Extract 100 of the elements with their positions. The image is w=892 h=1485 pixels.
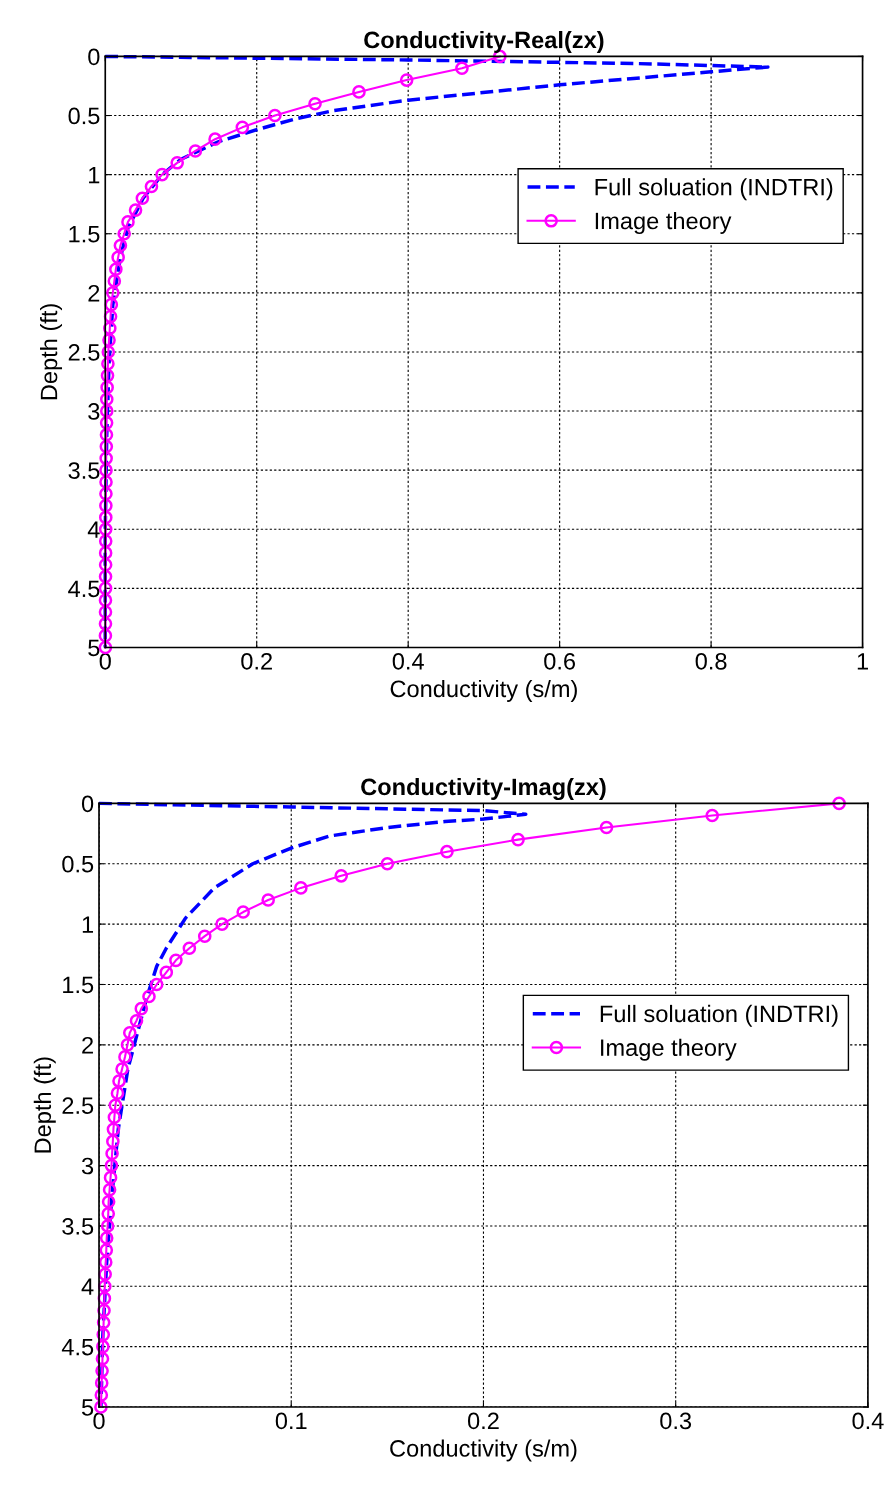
point xyxy=(144,179,159,194)
point xyxy=(117,226,131,241)
x-tick-label: 0.6 xyxy=(544,652,576,670)
y-tick-label: 4 xyxy=(81,1278,94,1295)
point xyxy=(149,977,164,992)
chart-title: Conductivity-Real(zx) xyxy=(364,30,604,53)
point xyxy=(99,451,113,466)
y-tick-label: 5 xyxy=(81,1399,94,1416)
point xyxy=(99,427,114,442)
point xyxy=(100,380,114,395)
point xyxy=(99,392,114,407)
x-tick-label: 0.8 xyxy=(695,652,727,670)
point xyxy=(99,463,113,477)
point xyxy=(101,345,116,359)
point xyxy=(380,856,395,871)
point xyxy=(334,869,349,883)
point xyxy=(96,1315,111,1330)
legend-label: Full soluation (INDTRI) xyxy=(600,1004,838,1027)
point xyxy=(236,905,250,919)
point xyxy=(113,238,128,253)
y-tick-label: 1 xyxy=(82,916,93,933)
point xyxy=(235,120,250,135)
point xyxy=(97,1303,111,1318)
point xyxy=(832,796,846,811)
point xyxy=(99,404,114,418)
point xyxy=(96,1339,110,1354)
point xyxy=(215,917,229,931)
point xyxy=(134,1001,149,1016)
point xyxy=(98,617,113,631)
x-tick-label: 0.4 xyxy=(852,1412,884,1430)
point xyxy=(98,1255,113,1269)
point xyxy=(121,215,135,229)
point xyxy=(97,1279,112,1294)
point xyxy=(135,191,150,206)
point xyxy=(170,156,185,170)
point xyxy=(94,1376,109,1390)
point xyxy=(159,965,174,980)
x-axis-title: Conductivity (s/m) xyxy=(390,1439,577,1462)
point xyxy=(106,1134,120,1149)
y-tick-label: 2.5 xyxy=(68,344,100,361)
point xyxy=(95,1351,110,1366)
point xyxy=(155,167,169,182)
x-tick-label: 1 xyxy=(857,653,868,670)
point xyxy=(118,1050,132,1064)
point xyxy=(106,1122,121,1137)
point xyxy=(261,893,275,907)
y-tick-label: 4.5 xyxy=(61,1338,94,1356)
x-tick-label: 0.1 xyxy=(275,1412,307,1430)
point xyxy=(102,321,117,336)
point xyxy=(99,439,114,454)
legend-label: Image theory xyxy=(601,1038,737,1061)
y-tick-label: 2 xyxy=(82,1036,93,1054)
point xyxy=(102,1182,117,1197)
point xyxy=(107,1110,122,1125)
y-tick-label: 2.5 xyxy=(62,1097,94,1114)
point xyxy=(109,262,123,277)
y-axis-title: Depth (ft) xyxy=(33,1057,56,1153)
y-tick-label: 3 xyxy=(81,1157,94,1175)
y-tick-label: 1.5 xyxy=(69,226,100,243)
point xyxy=(122,1025,137,1040)
point xyxy=(104,1158,119,1173)
point xyxy=(108,1098,123,1113)
point xyxy=(98,534,113,548)
point xyxy=(511,832,525,847)
point xyxy=(111,250,125,265)
x-tick-label: 0.3 xyxy=(660,1412,692,1430)
point xyxy=(99,416,114,430)
point xyxy=(208,132,222,146)
point xyxy=(99,498,113,513)
point xyxy=(115,1062,129,1076)
point xyxy=(101,1194,116,1209)
point xyxy=(101,356,115,371)
point xyxy=(102,333,116,347)
point xyxy=(399,73,414,87)
point xyxy=(105,1146,119,1161)
point xyxy=(107,274,122,288)
point xyxy=(98,546,113,560)
legend-label: Image theory xyxy=(595,211,732,234)
point xyxy=(97,1291,112,1306)
legend-label: Full soluation (INDTRI) xyxy=(595,178,833,201)
y-tick-label: 1.5 xyxy=(63,976,94,994)
x-tick-label: 0.2 xyxy=(467,1412,499,1430)
y-tick-label: 3.5 xyxy=(62,1218,94,1235)
y-tick-label: 2 xyxy=(88,284,100,302)
point xyxy=(142,989,156,1004)
y-tick-label: 0.5 xyxy=(68,107,100,125)
y-tick-label: 0 xyxy=(88,48,100,66)
point xyxy=(106,286,120,300)
point xyxy=(99,1231,114,1245)
y-tick-label: 0.5 xyxy=(62,855,94,873)
x-tick-label: 0.2 xyxy=(241,652,272,670)
y-tick-label: 0 xyxy=(81,795,94,813)
point xyxy=(98,510,113,525)
point xyxy=(99,1243,114,1257)
point xyxy=(112,1074,126,1088)
point xyxy=(188,144,203,158)
point xyxy=(352,85,366,99)
point xyxy=(95,1364,109,1378)
x-tick-label: 0 xyxy=(99,652,111,670)
point xyxy=(103,309,118,324)
